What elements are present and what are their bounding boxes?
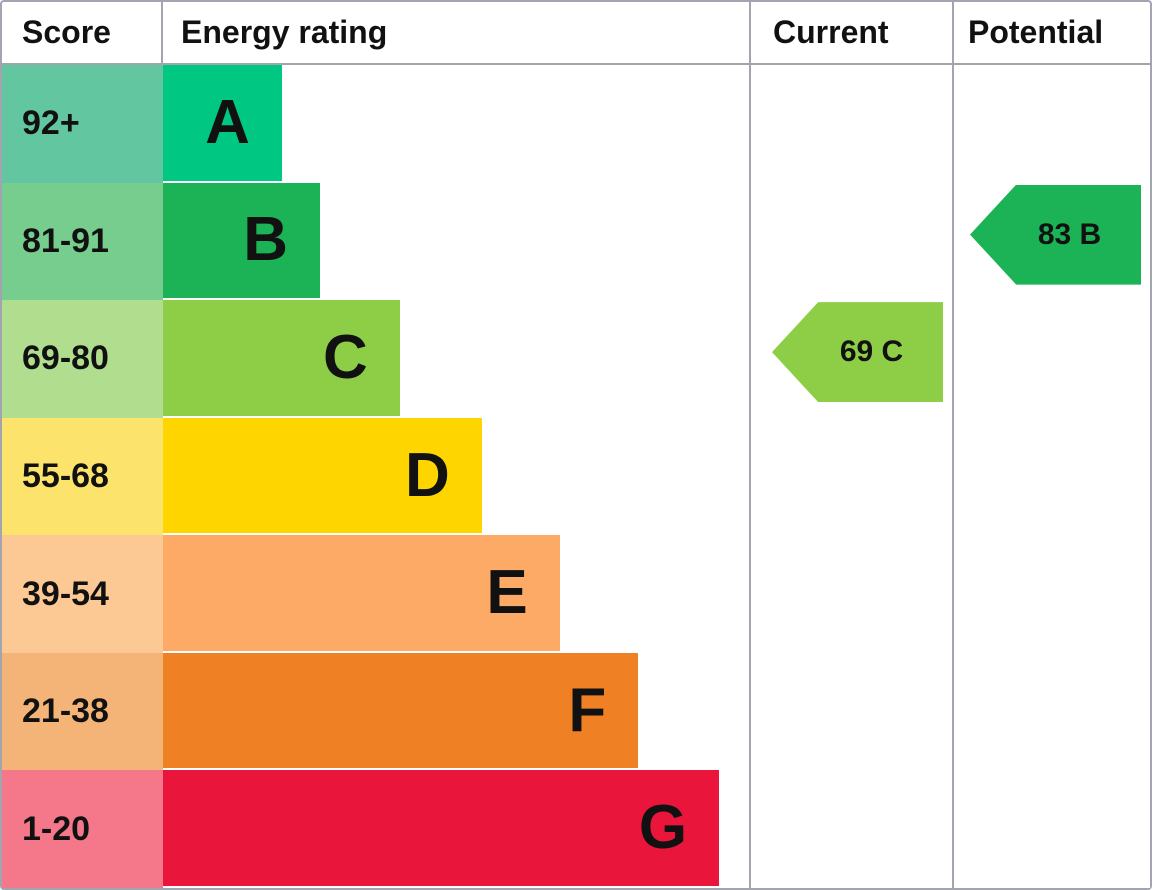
score-cell: 81-91	[2, 182, 163, 301]
current-cell	[749, 770, 952, 889]
band-letter: D	[405, 440, 450, 510]
potential-cell	[952, 652, 1150, 771]
current-cell	[749, 535, 952, 653]
band-row-e: 39-54 E	[2, 535, 1150, 653]
rating-bar: G	[163, 770, 720, 887]
score-cell: 69-80	[2, 300, 163, 418]
score-cell: 55-68	[2, 417, 163, 536]
potential-column-header: Potential	[952, 2, 1150, 63]
rating-bar: C	[163, 300, 400, 416]
band-letter: B	[243, 205, 289, 275]
current-cell	[749, 182, 952, 301]
current-cell	[749, 652, 952, 771]
band-letter: F	[568, 675, 607, 745]
current-cell: 69 C	[749, 300, 952, 418]
potential-cell	[952, 300, 1150, 418]
score-column-header: Score	[2, 2, 163, 63]
current-rating-arrow: 69 C	[772, 302, 943, 403]
rating-cell: C	[163, 300, 749, 418]
score-cell: 1-20	[2, 770, 163, 889]
rating-bar: A	[163, 65, 282, 181]
current-cell	[749, 417, 952, 536]
rating-bar: D	[163, 417, 482, 534]
band-row-f: 21-38 F	[2, 652, 1150, 771]
rating-bar: B	[163, 182, 321, 299]
rating-cell: D	[163, 417, 749, 536]
band-row-a: 92+ A	[2, 65, 1150, 183]
band-letter: G	[638, 793, 688, 863]
potential-cell	[952, 417, 1150, 536]
band-row-d: 55-68 D	[2, 417, 1150, 536]
rating-bar: E	[163, 535, 560, 651]
score-cell: 39-54	[2, 535, 163, 653]
band-letter: A	[205, 87, 250, 157]
current-column-header: Current	[749, 2, 952, 63]
potential-cell	[952, 65, 1150, 183]
rating-cell: E	[163, 535, 749, 653]
energy-rating-column-header: Energy rating	[181, 14, 388, 50]
band-row-b: 81-91 B 83 B	[2, 182, 1150, 301]
band-row-g: 1-20 G	[2, 770, 1150, 889]
potential-rating-arrow: 83 B	[970, 184, 1141, 285]
chart-body: 92+ A 81-91 B 8	[2, 65, 1150, 889]
rating-cell: B	[163, 182, 749, 301]
band-letter: C	[322, 322, 368, 392]
potential-cell	[952, 770, 1150, 889]
band-row-c: 69-80 C 69 C	[2, 300, 1150, 418]
current-cell	[749, 65, 952, 183]
potential-cell: 83 B	[952, 182, 1150, 301]
score-cell: 92+	[2, 65, 163, 183]
score-cell: 21-38	[2, 652, 163, 771]
potential-cell	[952, 535, 1150, 653]
rating-cell: G	[163, 770, 749, 889]
rating-cell: F	[163, 652, 749, 771]
rating-bar: F	[163, 652, 639, 769]
band-letter: E	[486, 558, 528, 628]
chart-header-row: Score Energy rating Current Potential	[2, 2, 1150, 65]
rating-cell: A	[163, 65, 749, 183]
